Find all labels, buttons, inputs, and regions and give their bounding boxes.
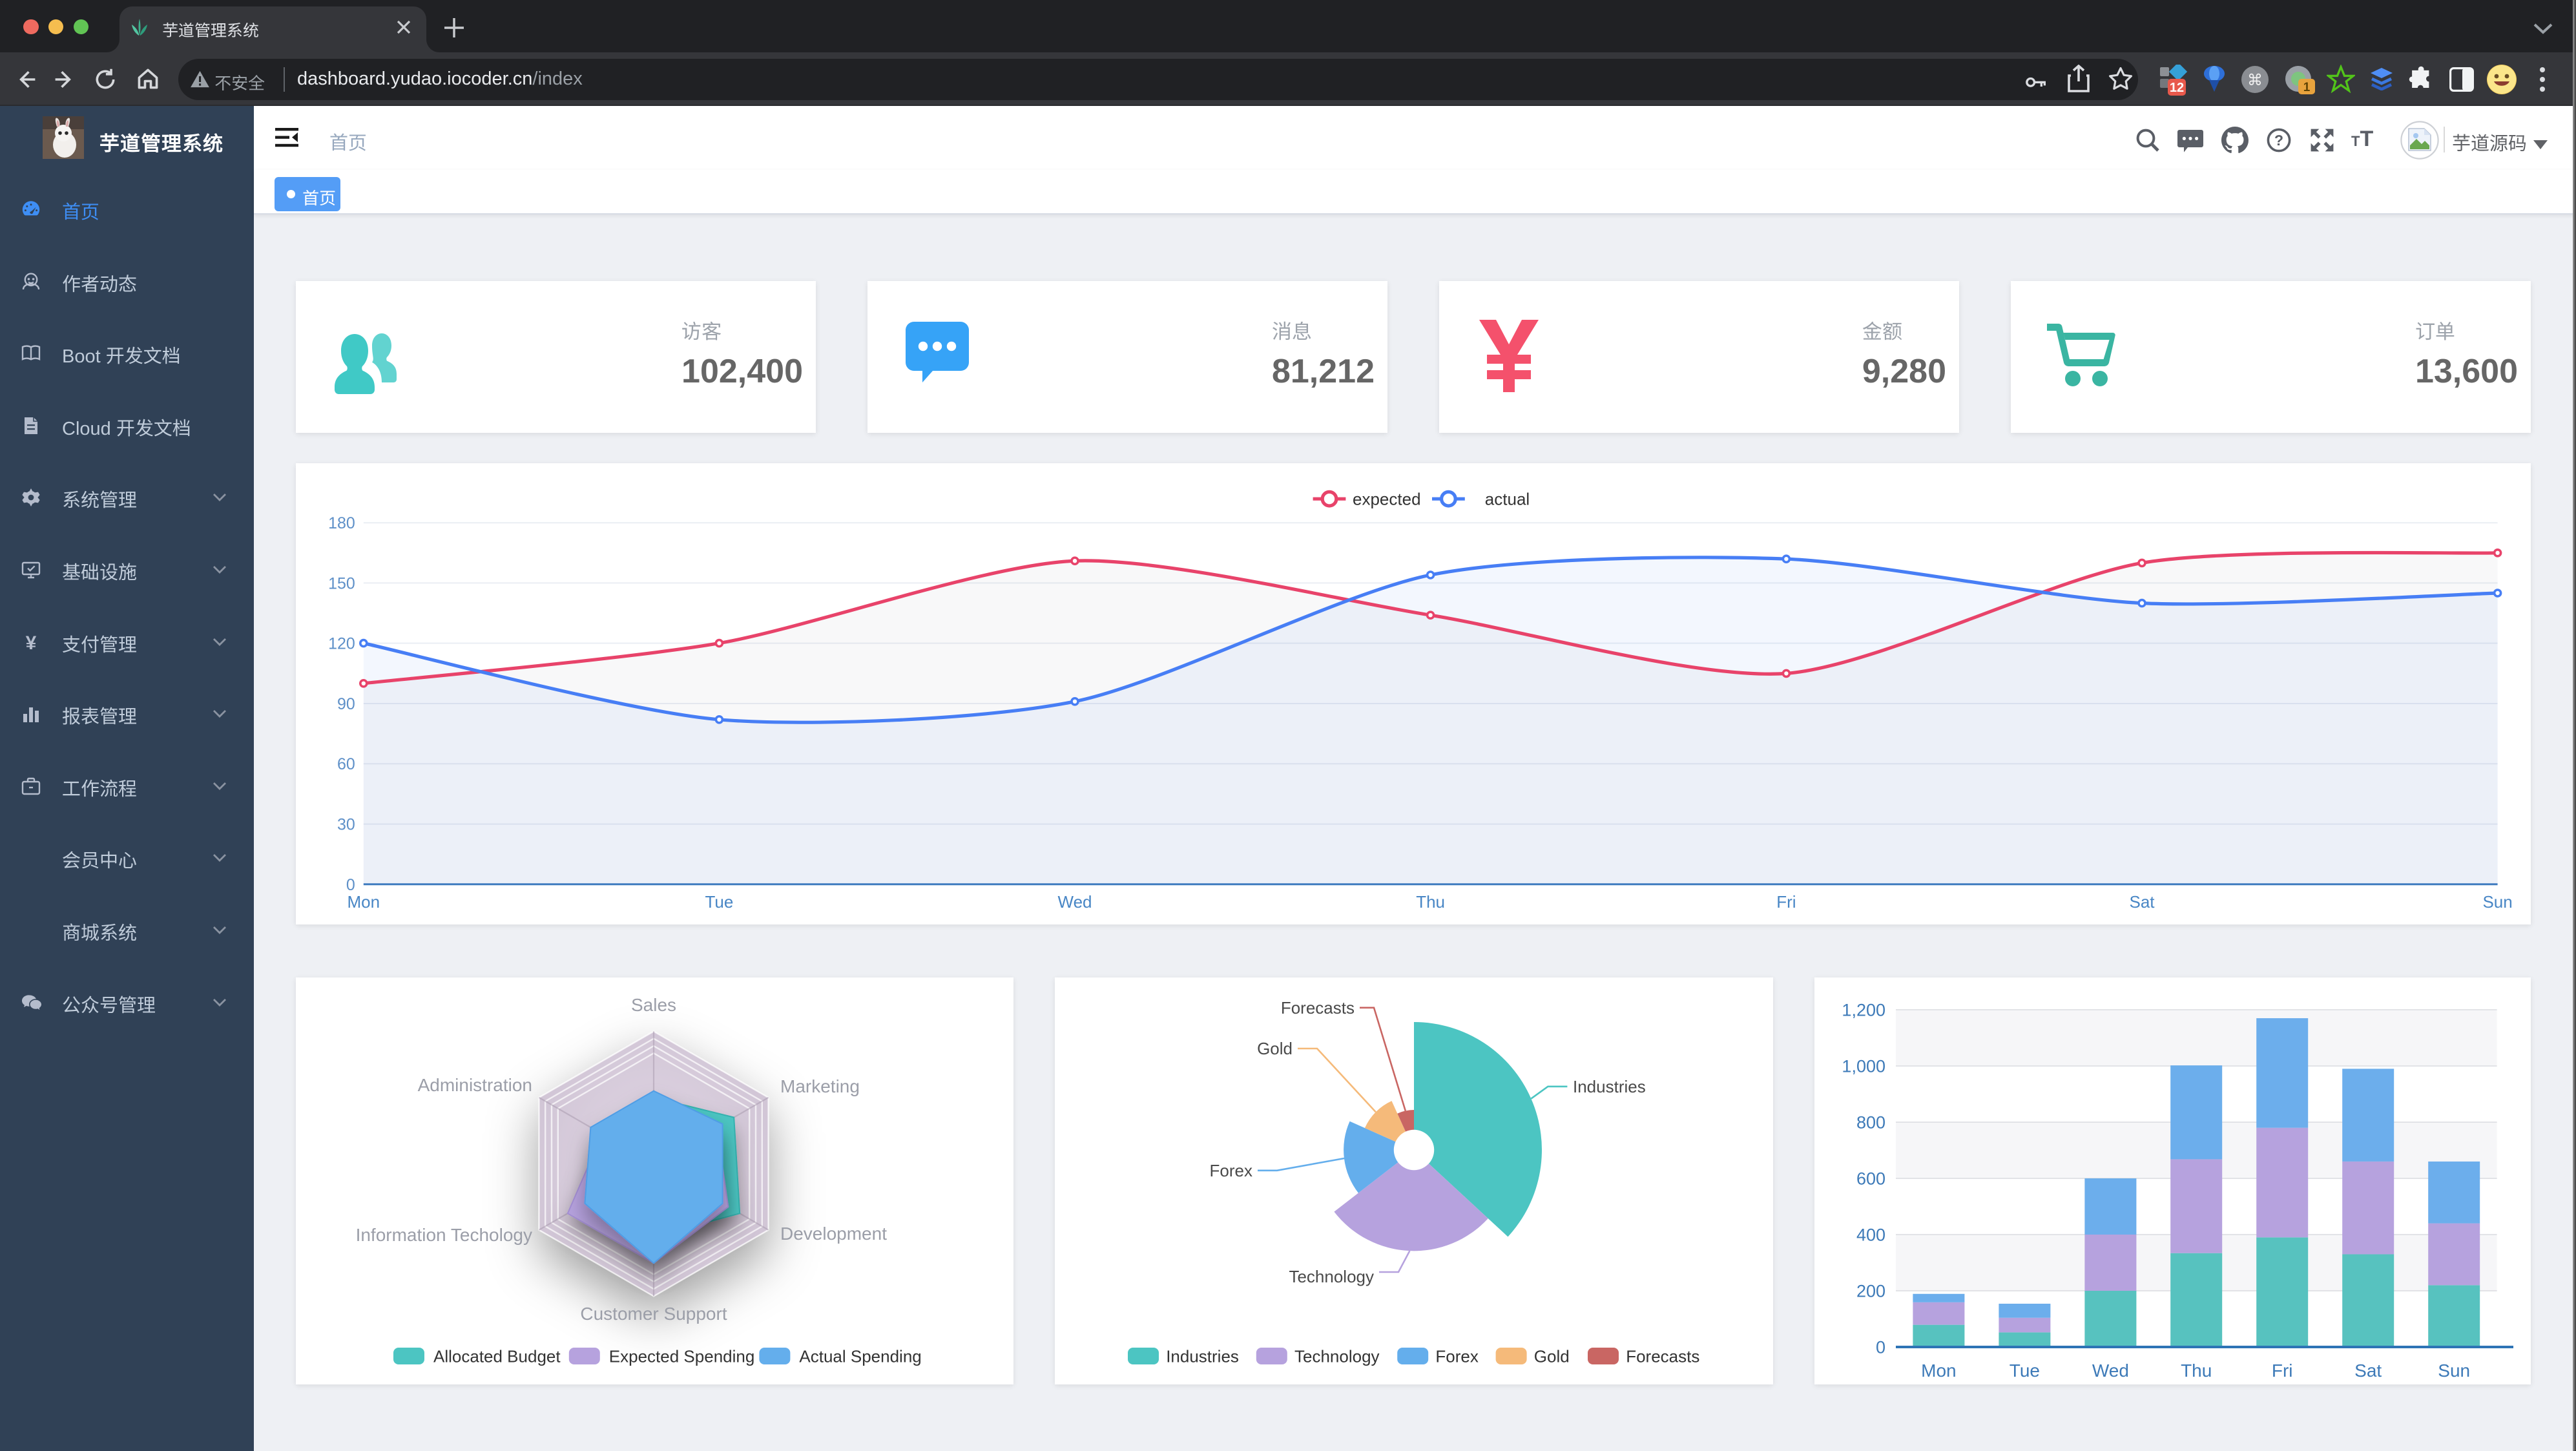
svg-text:Expected Spending: Expected Spending [609, 1347, 755, 1366]
svg-text:Sat: Sat [2129, 892, 2155, 912]
svg-text:Forex: Forex [1436, 1347, 1479, 1366]
svg-text:90: 90 [337, 695, 355, 713]
svg-text:Forex: Forex [1210, 1161, 1252, 1180]
svg-text:1,000: 1,000 [1842, 1057, 1886, 1076]
svg-text:Technology: Technology [1289, 1267, 1375, 1286]
svg-text:Thu: Thu [2181, 1361, 2212, 1381]
svg-text:Tue: Tue [2010, 1361, 2040, 1381]
svg-text:expected: expected [1353, 489, 1421, 508]
svg-text:0: 0 [346, 876, 355, 894]
svg-text:600: 600 [1856, 1169, 1885, 1189]
svg-text:180: 180 [328, 514, 355, 532]
svg-text:800: 800 [1856, 1113, 1885, 1133]
svg-text:200: 200 [1856, 1282, 1885, 1301]
svg-text:Industries: Industries [1167, 1347, 1240, 1366]
svg-text:Sat: Sat [2354, 1361, 2382, 1381]
svg-text:¥: ¥ [26, 632, 37, 652]
svg-text:Wed: Wed [1058, 892, 1092, 912]
svg-text:Gold: Gold [1257, 1039, 1293, 1058]
svg-text:⌘: ⌘ [2247, 72, 2263, 89]
svg-text:Customer Support: Customer Support [580, 1304, 727, 1324]
svg-text:Administration: Administration [418, 1075, 532, 1095]
svg-text:60: 60 [337, 755, 355, 773]
svg-text:1: 1 [2303, 81, 2311, 94]
svg-text:Allocated Budget: Allocated Budget [433, 1347, 561, 1366]
svg-text:400: 400 [1856, 1226, 1885, 1245]
svg-text:Sun: Sun [2482, 892, 2512, 912]
svg-text:Forecasts: Forecasts [1626, 1347, 1700, 1366]
svg-text:120: 120 [328, 634, 355, 652]
svg-text:12: 12 [2170, 81, 2184, 95]
svg-text:1,200: 1,200 [1842, 1001, 1886, 1020]
svg-text:Mon: Mon [1921, 1361, 1956, 1381]
svg-text:0: 0 [1876, 1338, 1885, 1357]
svg-text:150: 150 [328, 574, 355, 592]
svg-text:Fri: Fri [1776, 892, 1796, 912]
svg-text:Sun: Sun [2438, 1361, 2470, 1381]
svg-text:Wed: Wed [2092, 1361, 2129, 1381]
svg-text:Fri: Fri [2272, 1361, 2293, 1381]
svg-text:Tue: Tue [705, 892, 733, 912]
svg-text:Technology: Technology [1294, 1347, 1380, 1366]
svg-text:Thu: Thu [1416, 892, 1445, 912]
svg-text:Gold: Gold [1534, 1347, 1570, 1366]
svg-text:Industries: Industries [1573, 1077, 1646, 1096]
svg-text:30: 30 [337, 815, 355, 833]
svg-text:Forecasts: Forecasts [1281, 998, 1355, 1018]
svg-text:actual: actual [1485, 489, 1530, 508]
svg-text:Marketing: Marketing [780, 1076, 860, 1096]
svg-text:Information Techology: Information Techology [356, 1225, 532, 1245]
svg-text:Development: Development [780, 1224, 887, 1244]
svg-text:?: ? [2274, 132, 2283, 149]
svg-text:Mon: Mon [348, 892, 380, 912]
svg-text:Actual Spending: Actual Spending [799, 1347, 921, 1366]
svg-text:Sales: Sales [631, 995, 676, 1015]
